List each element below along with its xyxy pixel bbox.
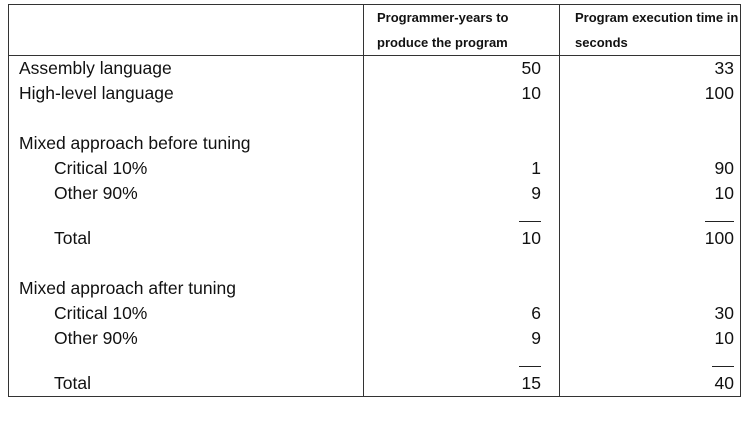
- section-heading-row: Mixed approach after tuning: [8, 276, 741, 301]
- time-total: 40: [559, 351, 741, 397]
- years-value: 6: [363, 301, 560, 326]
- spacer-row: [8, 106, 741, 131]
- section-heading: Mixed approach before tuning: [8, 131, 364, 156]
- years-total-value: 10: [519, 221, 541, 251]
- time-value: 30: [559, 301, 741, 326]
- total-row: Total 15 40: [8, 351, 741, 397]
- table-row: Assembly language 50 33: [8, 55, 741, 81]
- table-row: Critical 10% 1 90: [8, 156, 741, 181]
- time-total-value: 40: [712, 366, 734, 396]
- row-label: Critical 10%: [8, 156, 364, 181]
- time-value: 33: [559, 55, 741, 81]
- total-row: Total 10 100: [8, 206, 741, 251]
- time-total: 100: [559, 206, 741, 251]
- row-label: Other 90%: [8, 181, 364, 206]
- table-row: Other 90% 9 10: [8, 181, 741, 206]
- years-total: 15: [363, 351, 560, 397]
- time-value: 90: [559, 156, 741, 181]
- years-value: 50: [363, 55, 560, 81]
- table-row: High-level language 10 100: [8, 81, 741, 106]
- table-row: Critical 10% 6 30: [8, 301, 741, 326]
- header-row: Programmer-years to produce the program …: [8, 4, 741, 56]
- header-execution-time: Program execution time in seconds: [559, 4, 741, 56]
- years-value: 1: [363, 156, 560, 181]
- time-value: 100: [559, 81, 741, 106]
- years-value: 10: [363, 81, 560, 106]
- row-label: Critical 10%: [8, 301, 364, 326]
- section-heading: Mixed approach after tuning: [8, 276, 364, 301]
- comparison-table: Programmer-years to produce the program …: [8, 4, 741, 397]
- section-heading-row: Mixed approach before tuning: [8, 131, 741, 156]
- time-value: 10: [559, 181, 741, 206]
- years-total: 10: [363, 206, 560, 251]
- years-total-value: 15: [519, 366, 541, 396]
- total-label: Total: [8, 351, 364, 397]
- row-label: Assembly language: [8, 55, 364, 81]
- time-value: 10: [559, 326, 741, 351]
- time-total-value: 100: [704, 221, 734, 251]
- table-row: Other 90% 9 10: [8, 326, 741, 351]
- header-label-cell: [8, 4, 364, 56]
- years-value: 9: [363, 181, 560, 206]
- row-label: High-level language: [8, 81, 364, 106]
- row-label: Other 90%: [8, 326, 364, 351]
- header-programmer-years: Programmer-years to produce the program: [363, 4, 560, 56]
- years-value: 9: [363, 326, 560, 351]
- spacer-row: [8, 251, 741, 276]
- total-label: Total: [8, 206, 364, 251]
